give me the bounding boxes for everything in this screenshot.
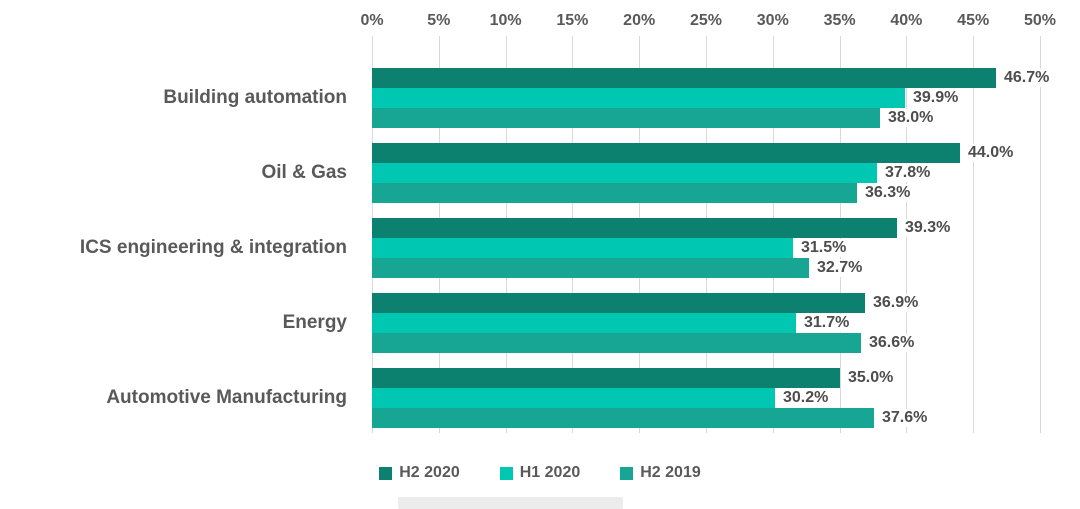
- bar-value-label: 44.0%: [965, 144, 1017, 162]
- category-label: Energy: [282, 312, 347, 333]
- bar-value-label: 36.3%: [862, 184, 914, 202]
- x-axis-tick-label: 45%: [957, 12, 990, 29]
- bar-h2-2019: [372, 408, 874, 428]
- bar-h2-2020: [372, 293, 865, 313]
- category-label: Oil & Gas: [261, 162, 347, 183]
- x-axis-tick-label: 35%: [823, 12, 856, 29]
- gridline: [973, 36, 975, 433]
- bar-value-label: 31.5%: [798, 239, 850, 257]
- bar-h2-2019: [372, 333, 861, 353]
- bar-value-label: 46.7%: [1001, 69, 1053, 87]
- x-axis-tick-label: 50%: [1023, 12, 1057, 29]
- bar-h1-2020: [372, 88, 905, 108]
- x-axis-tick-label: 25%: [689, 12, 723, 29]
- legend-item: H2 2019: [620, 464, 701, 482]
- bar-h1-2020: [372, 313, 796, 333]
- legend-item: H1 2020: [499, 464, 581, 482]
- category-label: ICS engineering & integration: [79, 237, 347, 258]
- bar-value-label: 37.8%: [882, 164, 934, 182]
- bottom-artifact: [398, 497, 623, 509]
- legend-swatch-icon: [499, 466, 513, 480]
- bar-h1-2020: [372, 388, 775, 408]
- bar-h2-2019: [372, 258, 809, 278]
- bar-value-label: 31.7%: [801, 314, 853, 332]
- bar-value-label: 32.7%: [814, 259, 866, 277]
- bar-h2-2020: [372, 368, 840, 388]
- bar-value-label: 35.0%: [845, 369, 897, 387]
- bar-value-label: 38.0%: [885, 109, 937, 127]
- legend-swatch-icon: [379, 466, 393, 480]
- bar-h1-2020: [372, 238, 793, 258]
- x-axis-tick-label: 15%: [556, 12, 589, 29]
- bar-h2-2020: [372, 143, 960, 163]
- bar-value-label: 36.9%: [870, 294, 922, 312]
- x-axis-tick-label: 0%: [360, 12, 384, 29]
- legend-label: H2 2020: [399, 464, 460, 481]
- x-axis-tick-label: 5%: [427, 12, 451, 29]
- bar-h2-2019: [372, 183, 857, 203]
- x-axis-tick-label: 30%: [756, 12, 789, 29]
- legend-label: H1 2020: [519, 464, 581, 481]
- legend-item: H2 2020: [379, 464, 460, 482]
- gridline: [1040, 36, 1041, 433]
- category-label: Building automation: [163, 87, 347, 108]
- bar-value-label: 39.3%: [902, 219, 954, 237]
- bar-h2-2020: [372, 68, 996, 88]
- bar-h1-2020: [372, 163, 877, 183]
- bar-value-label: 39.9%: [910, 89, 962, 107]
- legend-swatch-icon: [620, 466, 634, 480]
- bar-value-label: 36.6%: [866, 334, 918, 352]
- x-axis-tick-label: 20%: [623, 12, 656, 29]
- bar-value-label: 30.2%: [780, 389, 832, 407]
- legend: H2 2020 H1 2020 H2 2019: [0, 464, 1080, 482]
- x-axis-tick-label: 40%: [890, 12, 923, 29]
- x-axis-tick-label: 10%: [489, 12, 522, 29]
- bar-h2-2020: [372, 218, 897, 238]
- bar-value-label: 37.6%: [879, 409, 931, 427]
- category-label: Automotive Manufacturing: [106, 387, 347, 408]
- legend-label: H2 2019: [640, 464, 701, 481]
- bar-h2-2019: [372, 108, 880, 128]
